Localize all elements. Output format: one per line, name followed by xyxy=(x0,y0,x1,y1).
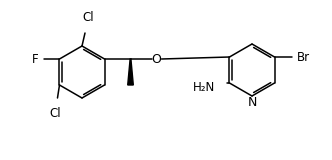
Text: N: N xyxy=(247,96,257,109)
Text: O: O xyxy=(152,52,161,65)
Text: Cl: Cl xyxy=(50,107,61,120)
Text: H₂N: H₂N xyxy=(193,80,215,93)
Polygon shape xyxy=(128,59,133,85)
Text: Br: Br xyxy=(296,51,310,64)
Text: F: F xyxy=(32,52,39,65)
Text: Cl: Cl xyxy=(82,11,94,24)
